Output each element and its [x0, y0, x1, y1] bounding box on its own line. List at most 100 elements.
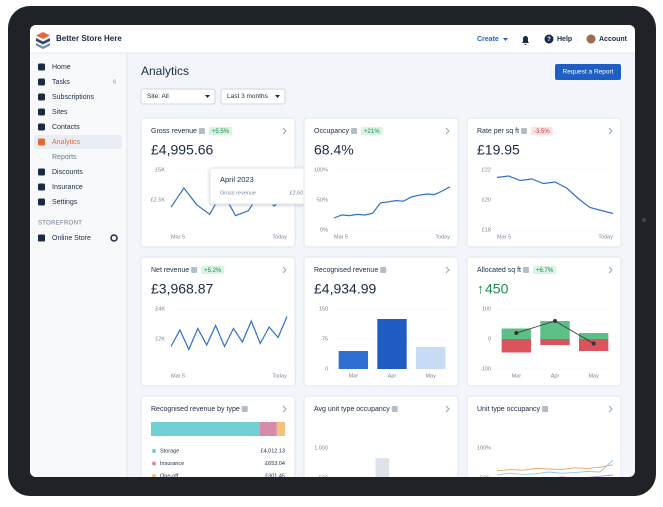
chevron — [445, 127, 450, 135]
brand: Better Store Here — [56, 34, 122, 43]
y-tick-label: 75 — [322, 336, 328, 342]
sidebar — [30, 53, 127, 477]
y-tick-label: 500 — [319, 475, 328, 481]
nav-item[interactable]: Sites — [52, 109, 68, 116]
y-tick-label: -100 — [480, 366, 491, 372]
nav-badge: 6 — [113, 79, 116, 85]
logo — [36, 32, 50, 49]
y-tick-label: 50% — [317, 197, 328, 203]
legend-dot — [152, 461, 156, 466]
card-title: Recognised revenue — [314, 267, 378, 274]
help-glyph: ? — [547, 37, 551, 43]
legend-value: £4,012.13 — [261, 448, 285, 454]
chevron — [282, 266, 287, 274]
info-icon — [198, 128, 205, 134]
added-bar — [540, 321, 570, 339]
info-icon — [351, 128, 358, 134]
nav-icon — [38, 78, 45, 86]
tooltip: April 2023 Gross revenue £2,607.55 — [209, 167, 323, 205]
x-tick-label: Today — [272, 373, 287, 379]
trend-arrow: ↑ — [477, 281, 484, 297]
stack-column — [434, 497, 448, 499]
series-line — [496, 464, 614, 472]
card-title: Allocated sq ft — [477, 267, 521, 274]
y-tick-label: £22 — [482, 167, 491, 173]
series-line — [496, 474, 614, 477]
card-title: Rate per sq ft — [477, 128, 519, 135]
y-tick-label: £20 — [482, 197, 491, 203]
nav-icon — [38, 198, 45, 206]
y-tick-label: 100% — [477, 445, 491, 451]
card-value: £4,934.99 — [314, 281, 376, 297]
nav-item[interactable]: Discounts — [52, 169, 83, 176]
chevron — [445, 266, 450, 274]
x-tick-label: Mar 5 — [497, 234, 511, 240]
filter-dropdown[interactable] — [220, 88, 286, 105]
create-menu[interactable]: Create — [477, 36, 499, 43]
y-tick-label: 0 — [325, 366, 328, 372]
y-tick-label: £5K — [155, 167, 165, 173]
bar — [338, 351, 369, 369]
card[interactable] — [466, 117, 622, 248]
filter-dropdown[interactable] — [140, 88, 216, 105]
bar — [377, 319, 407, 369]
badge-label: +21% — [364, 129, 380, 135]
info-icon — [380, 267, 387, 273]
chevron — [445, 405, 450, 413]
legend-name: Insurance — [160, 461, 184, 467]
help-icon[interactable] — [544, 34, 554, 44]
nav-item[interactable]: Insurance — [52, 184, 83, 191]
legend-value: £301.45 — [265, 473, 285, 479]
nav-item[interactable]: Analytics — [52, 139, 81, 146]
card-title: Gross revenue — [151, 128, 197, 135]
page-title: Analytics — [141, 64, 189, 78]
x-tick-label: Mar 5 — [171, 373, 185, 379]
screen: Better Store Here Create ? Help Account … — [30, 25, 635, 502]
store-icon — [38, 234, 45, 242]
filter-label: Site: All — [147, 93, 169, 100]
y-tick-label: £18 — [482, 227, 491, 233]
avatar[interactable] — [586, 34, 596, 44]
nav-item[interactable]: Subscriptions — [52, 94, 95, 101]
stack-column — [414, 497, 428, 502]
added-bar — [578, 333, 609, 339]
badge-label: +5.5% — [212, 129, 230, 135]
stack-column — [375, 458, 390, 477]
stack-segment — [151, 422, 260, 436]
nav-item[interactable]: Reports — [52, 154, 77, 161]
storefront-item[interactable]: Online Store — [52, 235, 91, 242]
x-tick-label: Mar — [349, 373, 359, 379]
nav-item[interactable]: Tasks — [52, 79, 70, 86]
card[interactable] — [466, 395, 622, 502]
y-tick-label: £4K — [155, 306, 165, 312]
account-link[interactable]: Account — [599, 36, 628, 43]
y-tick-label: £2.5K — [151, 197, 166, 203]
card-title: Net revenue — [151, 267, 189, 274]
help-link[interactable]: Help — [557, 36, 572, 43]
card-title: Avg unit type occupancy — [314, 406, 390, 413]
request-button[interactable] — [555, 64, 621, 80]
y-tick-label: 100% — [314, 167, 328, 173]
y-tick-label: 1,000 — [314, 445, 328, 451]
camera — [642, 218, 646, 222]
x-tick-label: May — [425, 373, 436, 379]
y-tick-label: £2K — [155, 336, 165, 342]
eye-icon[interactable] — [110, 234, 118, 242]
info-icon — [241, 406, 248, 412]
stack-segment — [276, 422, 285, 436]
y-tick-label: 50% — [480, 475, 491, 481]
storefront-heading: STOREFRONT — [38, 221, 82, 227]
bell-icon[interactable] — [522, 36, 529, 45]
info-icon — [391, 406, 398, 412]
removed-bar — [501, 339, 532, 353]
y-tick-label: 0% — [320, 227, 328, 233]
series-line — [496, 459, 614, 476]
card[interactable] — [140, 256, 296, 387]
card-value: £3,968.87 — [151, 281, 213, 297]
bar — [415, 347, 446, 369]
nav-item[interactable]: Settings — [52, 199, 78, 206]
card-title: Unit type occupancy — [477, 406, 541, 413]
nav-item[interactable]: Home — [52, 64, 71, 71]
nav-item[interactable]: Contacts — [52, 124, 80, 131]
